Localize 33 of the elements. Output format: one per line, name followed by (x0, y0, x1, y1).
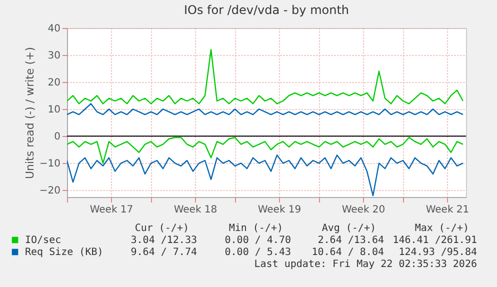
y-tick-label: 0 (54, 132, 60, 143)
text: Cur (-/+) (134, 223, 189, 234)
x-tick-label: Week 17 (90, 204, 134, 216)
text: 146.41 /261.91 (392, 235, 477, 246)
y-tick-label: 40 (48, 24, 60, 34)
text: Last update: Fri May 22 02:35:33 2026 (254, 259, 477, 270)
y-tick-label: 10 (48, 104, 60, 116)
y-tick-label: −10 (39, 158, 60, 170)
line-series (67, 49, 464, 104)
text: 0.00 / 5.43 (224, 247, 291, 258)
legend-label: Req Size (KB) (25, 247, 104, 258)
text: 10.64 / 8.04 (312, 247, 384, 258)
legend-label: IO/sec (25, 235, 62, 246)
text: 9.64 / 7.74 (130, 247, 197, 258)
y-tick-label: 30 (48, 50, 60, 62)
text: 2.64 /13.64 (318, 235, 384, 246)
y-tick-label: −20 (39, 186, 60, 197)
text: 0.00 / 4.70 (224, 235, 291, 246)
line-series (67, 103, 464, 116)
text: Min (-/+) (228, 223, 283, 234)
text: Max (-/+) (414, 223, 469, 234)
text: 3.04 /12.33 (130, 235, 197, 246)
x-tick-label: Week 19 (258, 204, 302, 216)
y-tick-label: 20 (48, 78, 60, 89)
line-series (67, 154, 464, 196)
text: Avg (-/+) (322, 223, 376, 234)
x-tick-label: Week 21 (426, 204, 470, 216)
chart-title: IOs for /dev/vda - by month (184, 3, 350, 17)
line-series (67, 136, 464, 164)
text: 124.93 /95.84 (398, 247, 477, 258)
y-axis-title: Units read (-) / write (+) (23, 46, 36, 180)
x-tick-label: Week 20 (342, 204, 386, 216)
x-tick-label: Week 18 (174, 204, 218, 216)
